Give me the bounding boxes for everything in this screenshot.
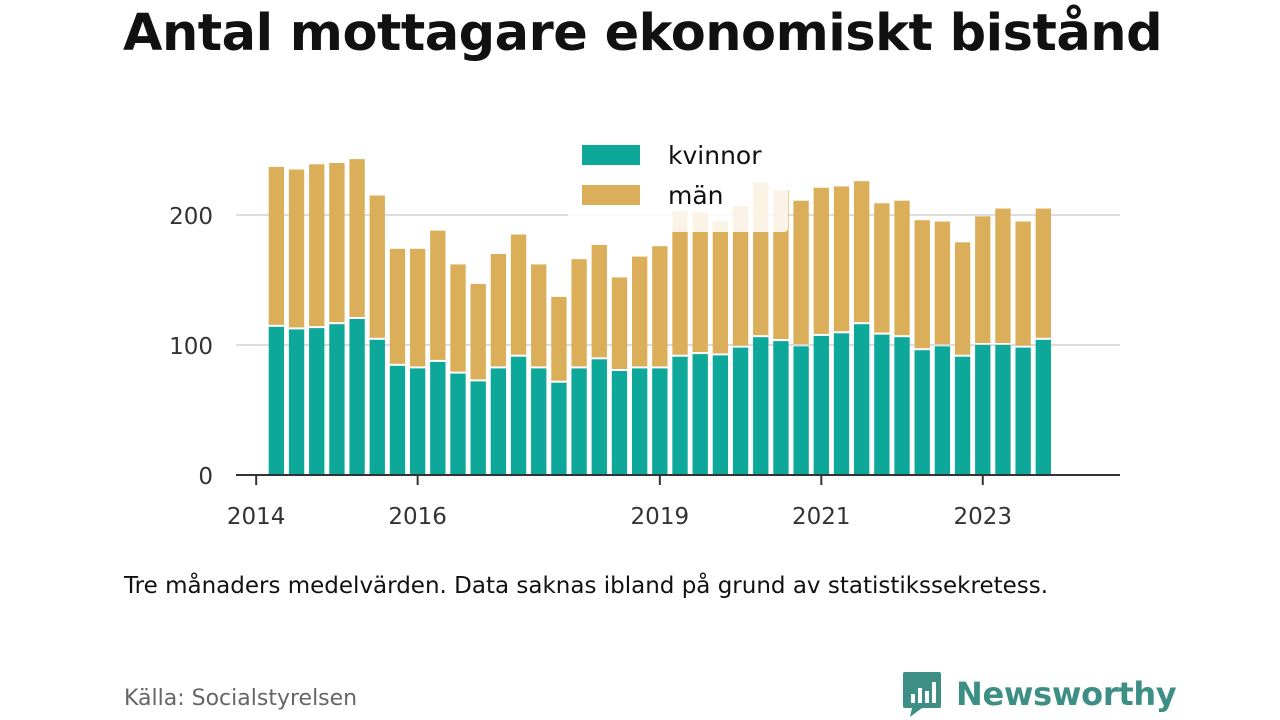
bar-kvinnor xyxy=(510,356,527,475)
bar-man xyxy=(349,159,365,317)
bar-man xyxy=(894,200,910,336)
x-tick-label: 2021 xyxy=(792,504,851,530)
bar-kvinnor xyxy=(571,368,587,475)
bar-man xyxy=(611,277,628,369)
bar-man xyxy=(692,212,708,353)
legend-label: kvinnor xyxy=(668,141,762,170)
bar-man xyxy=(450,264,466,372)
bar-kvinnor xyxy=(833,333,850,475)
x-tick-label: 2016 xyxy=(388,504,447,530)
bar-man xyxy=(874,203,890,333)
axes: 0 100 200 2014 2016 2019 2021 2023 xyxy=(169,204,1120,530)
bar-man xyxy=(793,200,809,345)
bar-kvinnor xyxy=(995,345,1011,475)
bar-man xyxy=(510,234,527,355)
bar-kvinnor xyxy=(813,335,829,475)
bar-man xyxy=(975,216,991,343)
bar-kvinnor xyxy=(954,356,971,475)
bar-man xyxy=(551,296,567,381)
bar-man xyxy=(591,244,607,358)
chart-title: Antal mottagare ekonomiskt bistånd xyxy=(123,4,1163,63)
bar-man xyxy=(490,254,507,367)
source-text: Källa: Socialstyrelsen xyxy=(124,686,358,711)
bar-man xyxy=(732,205,749,346)
bar-kvinnor xyxy=(773,341,789,475)
bar-man xyxy=(1015,221,1031,346)
bar-kvinnor xyxy=(793,346,809,475)
bar-kvinnor xyxy=(853,324,870,475)
bar-man xyxy=(712,221,729,354)
bar-kvinnor xyxy=(430,361,446,475)
bar-kvinnor xyxy=(894,337,910,475)
bar-man xyxy=(409,248,426,367)
bar-kvinnor xyxy=(712,355,729,475)
bar-kvinnor xyxy=(490,368,507,475)
bar-man xyxy=(288,169,305,328)
bar-man xyxy=(833,186,850,332)
bar-kvinnor xyxy=(631,368,648,475)
bar-man xyxy=(389,248,406,364)
bar-kvinnor xyxy=(369,339,385,475)
chart-note: Tre månaders medelvärden. Data saknas ib… xyxy=(124,573,1049,599)
bar-kvinnor xyxy=(409,368,426,475)
bars xyxy=(268,159,1051,475)
x-tick-label: 2023 xyxy=(953,504,1012,530)
legend-label: män xyxy=(668,181,724,210)
x-tick-label: 2019 xyxy=(631,504,690,530)
bar-kvinnor xyxy=(551,382,567,475)
bar-kvinnor xyxy=(1035,339,1051,475)
bar-man xyxy=(995,208,1011,343)
brand-name: Newsworthy xyxy=(956,675,1177,713)
bar-man xyxy=(672,211,688,355)
bar-kvinnor xyxy=(288,329,305,475)
bar-kvinnor xyxy=(268,326,285,475)
bar-man xyxy=(268,166,285,325)
bar-kvinnor xyxy=(874,334,890,475)
bar-man xyxy=(329,163,345,323)
bar-man xyxy=(309,164,325,327)
bar-kvinnor xyxy=(531,368,547,475)
legend: kvinnor män xyxy=(568,132,788,232)
y-tick-label: 100 xyxy=(169,334,213,360)
bar-kvinnor xyxy=(975,345,991,475)
bar-man xyxy=(369,195,385,338)
bar-kvinnor xyxy=(309,328,325,475)
bar-kvinnor xyxy=(329,324,345,475)
bar-man xyxy=(813,187,829,334)
bar-kvinnor xyxy=(652,368,668,475)
chart-area: 0 100 200 2014 2016 2019 2021 2023 kvinnor män xyxy=(169,132,1120,530)
bar-kvinnor xyxy=(732,347,749,475)
y-tick-label: 0 xyxy=(198,464,213,490)
bar-kvinnor xyxy=(672,356,688,475)
bar-kvinnor xyxy=(389,365,406,475)
x-tick-label: 2014 xyxy=(227,504,286,530)
bar-man xyxy=(631,256,648,367)
bar-man xyxy=(430,230,446,360)
bar-man xyxy=(853,181,870,323)
legend-swatch xyxy=(582,185,640,205)
bar-kvinnor xyxy=(934,346,951,475)
bar-man xyxy=(652,246,668,367)
bar-kvinnor xyxy=(349,319,365,475)
bar-man xyxy=(954,242,971,355)
bar-kvinnor xyxy=(692,354,708,475)
bar-kvinnor xyxy=(1015,347,1031,475)
legend-swatch xyxy=(582,145,640,165)
y-tick-label: 200 xyxy=(169,204,213,230)
newsworthy-logo-icon xyxy=(903,672,941,717)
brand-logo: Newsworthy xyxy=(902,670,1177,718)
bar-man xyxy=(531,264,547,367)
bar-man xyxy=(934,221,951,345)
bar-kvinnor xyxy=(914,350,930,475)
bar-kvinnor xyxy=(450,373,466,475)
bar-kvinnor xyxy=(470,381,486,475)
bar-kvinnor xyxy=(591,359,607,475)
bar-man xyxy=(470,283,486,380)
bar-man xyxy=(571,259,587,367)
bar-man xyxy=(914,220,930,349)
bar-kvinnor xyxy=(753,337,769,475)
bar-man xyxy=(1035,208,1051,338)
bar-kvinnor xyxy=(611,371,628,475)
